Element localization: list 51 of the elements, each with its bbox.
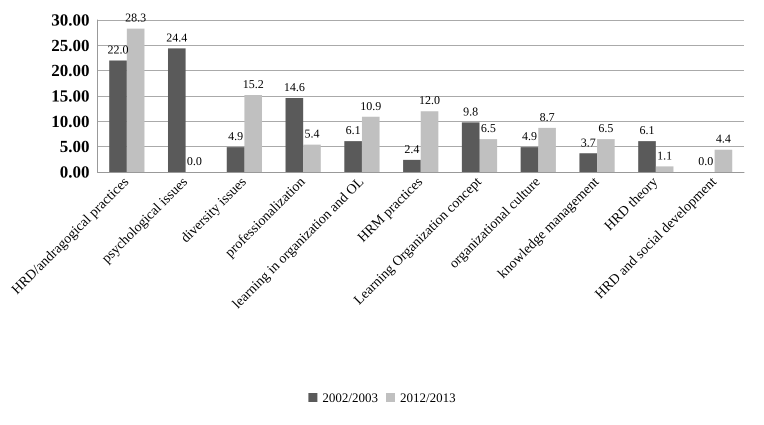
bar — [226, 147, 244, 172]
legend-label: 2012/2013 — [400, 390, 456, 405]
data-label: 6.5 — [480, 121, 496, 136]
y-tick-label: 10.00 — [51, 112, 90, 131]
bar — [286, 98, 304, 172]
data-label: 2.4 — [404, 142, 420, 156]
data-label: 28.3 — [125, 10, 146, 25]
bar — [126, 28, 144, 172]
bar — [420, 111, 438, 172]
bar — [344, 141, 362, 172]
y-tick-label: 20.00 — [51, 61, 90, 80]
bar — [480, 139, 498, 172]
data-label: 4.4 — [716, 132, 731, 146]
data-label: 24.4 — [166, 30, 188, 44]
y-tick-label: 15.00 — [51, 86, 90, 106]
data-label: 1.1 — [657, 148, 672, 162]
bar — [638, 141, 656, 172]
bar — [244, 94, 262, 172]
data-label: 6.5 — [598, 121, 614, 136]
bar — [168, 48, 186, 172]
bar — [520, 147, 538, 172]
bar — [538, 128, 556, 172]
bar — [656, 166, 674, 172]
data-label: 10.9 — [360, 98, 382, 113]
data-label: 22.0 — [108, 42, 129, 57]
bar — [362, 116, 380, 172]
bar — [109, 60, 127, 172]
data-label: 8.7 — [540, 110, 555, 124]
data-label: 15.2 — [242, 76, 264, 91]
data-label: 5.4 — [304, 126, 320, 141]
data-label: 3.7 — [580, 135, 596, 150]
data-label: 0.0 — [698, 154, 714, 168]
bar — [303, 144, 321, 172]
y-tick-label: 5.00 — [60, 137, 90, 156]
data-label: 14.6 — [284, 80, 305, 94]
bar — [403, 160, 421, 172]
legend-label: 2002/2003 — [322, 390, 378, 405]
data-label: 4.9 — [228, 129, 244, 144]
data-label: 9.8 — [463, 104, 478, 118]
data-label: 12.0 — [419, 93, 440, 108]
bar — [714, 150, 732, 172]
bar — [462, 122, 480, 172]
bar — [597, 139, 615, 172]
data-label: 0.0 — [186, 154, 202, 168]
data-label: 6.1 — [640, 123, 655, 138]
data-label: 6.1 — [346, 123, 361, 138]
y-tick-label: 30.00 — [51, 10, 90, 30]
y-tick-label: 25.00 — [51, 36, 90, 55]
bar — [579, 153, 598, 172]
data-label: 4.9 — [522, 129, 537, 144]
y-tick-label: 0.00 — [60, 162, 90, 182]
